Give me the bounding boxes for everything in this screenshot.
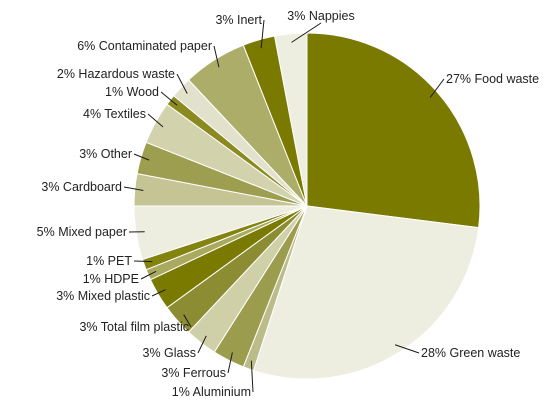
pie-slice-food-waste xyxy=(307,33,480,228)
slice-label-contaminated-paper: 6% Contaminated paper xyxy=(77,39,212,53)
slice-label-hdpe: 1% HDPE xyxy=(83,272,139,286)
slice-label-wood: 1% Wood xyxy=(105,85,159,99)
slice-label-inert: 3% Inert xyxy=(215,13,262,27)
slice-label-green-waste: 28% Green waste xyxy=(421,346,520,360)
slice-label-other: 3% Other xyxy=(79,147,132,161)
slice-label-hazardous-waste: 2% Hazardous waste xyxy=(57,67,175,81)
slice-label-textiles: 4% Textiles xyxy=(83,107,146,121)
slice-label-nappies: 3% Nappies xyxy=(287,9,354,23)
slice-label-glass: 3% Glass xyxy=(143,346,197,360)
slice-label-cardboard: 3% Cardboard xyxy=(41,180,122,194)
slice-label-aluminium: 1% Aluminium xyxy=(172,385,251,399)
slice-label-ferrous: 3% Ferrous xyxy=(161,366,226,380)
slice-label-total-film-plastic: 3% Total film plastic xyxy=(79,320,189,334)
slice-label-mixed-plastic: 3% Mixed plastic xyxy=(56,289,150,303)
leader-line-pet xyxy=(134,261,152,262)
slice-label-mixed-paper: 5% Mixed paper xyxy=(37,225,127,239)
slice-label-food-waste: 27% Food waste xyxy=(446,72,539,86)
slice-label-pet: 1% PET xyxy=(86,254,132,268)
